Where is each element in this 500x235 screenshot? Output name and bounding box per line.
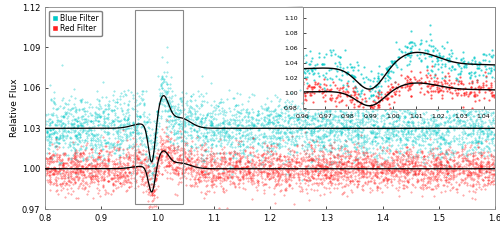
Legend: Blue Filter, Red Filter: Blue Filter, Red Filter (49, 11, 102, 36)
Bar (135, 10, 183, 204)
Y-axis label: Relative Flux: Relative Flux (10, 79, 19, 137)
